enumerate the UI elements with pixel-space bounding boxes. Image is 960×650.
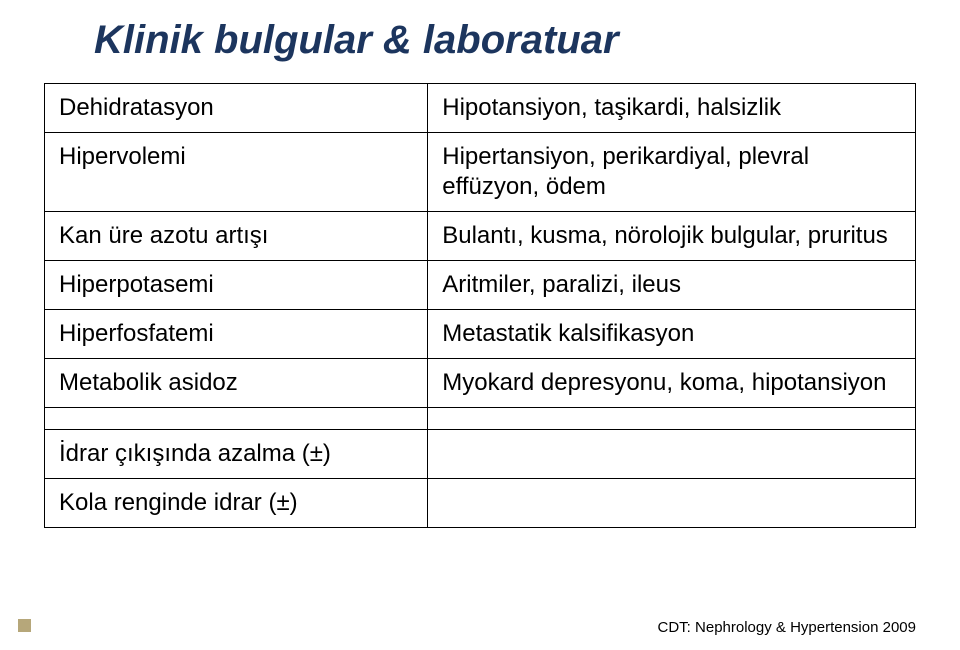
- table-row: Kola renginde idrar (±): [45, 479, 916, 528]
- table-body: Dehidratasyon Hipotansiyon, taşikardi, h…: [45, 84, 916, 528]
- cell-right: [428, 479, 916, 528]
- cell-right: [428, 430, 916, 479]
- table-row: Hipervolemi Hipertansiyon, perikardiyal,…: [45, 133, 916, 212]
- cell-left: Hiperfosfatemi: [45, 310, 428, 359]
- cell-left: Dehidratasyon: [45, 84, 428, 133]
- table-row: Hiperpotasemi Aritmiler, paralizi, ileus: [45, 261, 916, 310]
- cell-left: Hipervolemi: [45, 133, 428, 212]
- cell-left: Hiperpotasemi: [45, 261, 428, 310]
- cell-right: [428, 408, 916, 430]
- cell-right: Aritmiler, paralizi, ileus: [428, 261, 916, 310]
- table-row: Kan üre azotu artışı Bulantı, kusma, nör…: [45, 212, 916, 261]
- cell-left: Metabolik asidoz: [45, 359, 428, 408]
- cell-right: Myokard depresyonu, koma, hipotansiyon: [428, 359, 916, 408]
- cell-right: Bulantı, kusma, nörolojik bulgular, prur…: [428, 212, 916, 261]
- footer-citation: CDT: Nephrology & Hypertension 2009: [658, 619, 916, 636]
- table-row: Metabolik asidoz Myokard depresyonu, kom…: [45, 359, 916, 408]
- table-row: Hiperfosfatemi Metastatik kalsifikasyon: [45, 310, 916, 359]
- cell-right: Metastatik kalsifikasyon: [428, 310, 916, 359]
- findings-table: Dehidratasyon Hipotansiyon, taşikardi, h…: [44, 83, 916, 528]
- table-row: Dehidratasyon Hipotansiyon, taşikardi, h…: [45, 84, 916, 133]
- cell-right: Hipertansiyon, perikardiyal, plevral eff…: [428, 133, 916, 212]
- corner-bullet-icon: [18, 619, 31, 632]
- table-row-spacer: [45, 408, 916, 430]
- slide: Klinik bulgular & laboratuar Dehidratasy…: [0, 0, 960, 650]
- cell-left: [45, 408, 428, 430]
- table-row: İdrar çıkışında azalma (±): [45, 430, 916, 479]
- cell-left: Kola renginde idrar (±): [45, 479, 428, 528]
- cell-right: Hipotansiyon, taşikardi, halsizlik: [428, 84, 916, 133]
- page-title: Klinik bulgular & laboratuar: [94, 18, 916, 63]
- cell-left: İdrar çıkışında azalma (±): [45, 430, 428, 479]
- cell-left: Kan üre azotu artışı: [45, 212, 428, 261]
